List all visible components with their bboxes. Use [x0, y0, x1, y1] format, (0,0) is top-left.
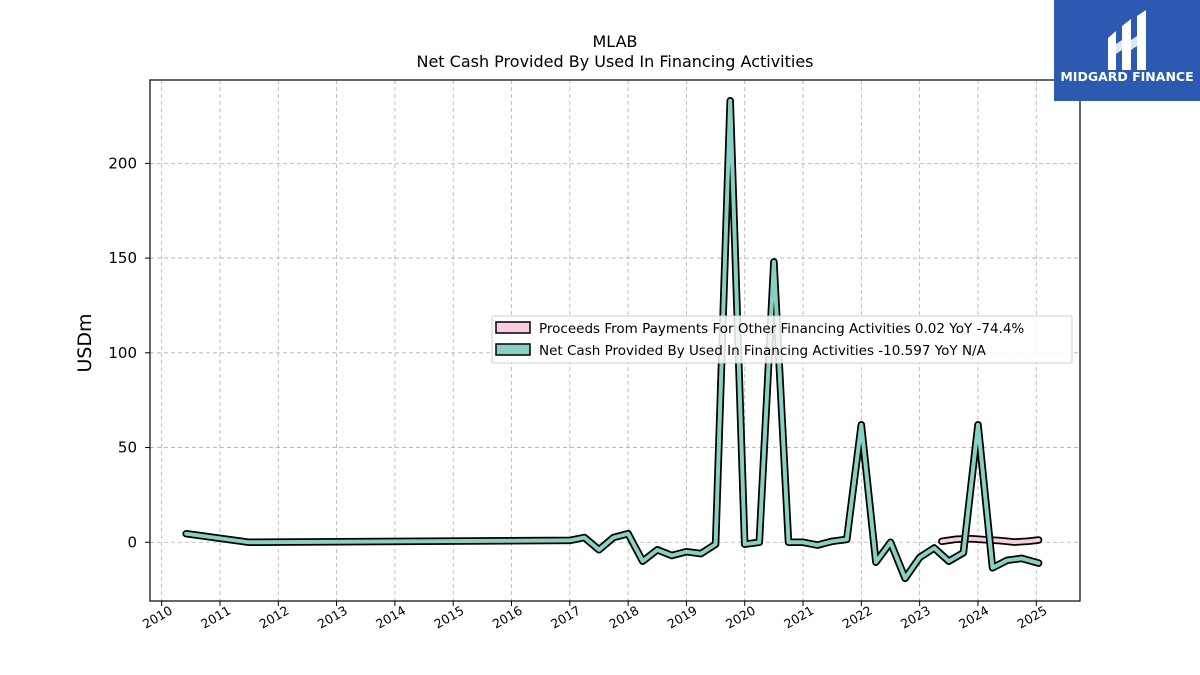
x-tick-label: 2016 — [490, 603, 525, 632]
x-tick-label: 2011 — [198, 603, 233, 632]
brand-logo: MIDGARD FINANCE — [1054, 0, 1200, 101]
x-tick-label: 2012 — [257, 603, 292, 632]
x-tick-label: 2015 — [431, 603, 466, 632]
x-tick-label: 2013 — [315, 603, 350, 632]
plot-frame — [149, 79, 1081, 602]
x-tick-label: 2017 — [548, 603, 583, 632]
y-tick-label: 0 — [127, 533, 137, 551]
legend-box — [491, 315, 1073, 364]
chart-subtitle: Net Cash Provided By Used In Financing A… — [416, 52, 813, 71]
chart-title: MLAB — [592, 32, 637, 51]
y-tick-label: 100 — [108, 344, 137, 362]
legend-swatch-net-cash — [495, 343, 531, 356]
x-tick-label: 2018 — [606, 603, 641, 632]
series-line-net-cash — [184, 98, 1041, 581]
legend-label-net-cash: Net Cash Provided By Used In Financing A… — [539, 343, 987, 359]
x-tick-label: 2025 — [1014, 603, 1049, 632]
logo-text: MIDGARD FINANCE — [1060, 69, 1193, 84]
x-tick-label: 2014 — [373, 603, 408, 632]
axes: 2010 2011 2012 2013 2014 2015 2016 2017 2018 2019… — [108, 154, 1049, 631]
y-tick-label: 200 — [108, 154, 137, 172]
x-tick-label: 2021 — [781, 603, 816, 632]
x-tick-label: 2023 — [898, 603, 933, 632]
plot-area — [182, 97, 1043, 583]
y-tick-label: 50 — [118, 439, 137, 457]
x-tick-label: 2024 — [956, 603, 991, 632]
x-tick-label: 2020 — [723, 603, 758, 632]
legend: Proceeds From Payments For Other Financi… — [491, 315, 1073, 364]
legend-label-proceeds: Proceeds From Payments For Other Financi… — [539, 321, 1024, 337]
y-tick-label: 150 — [108, 249, 137, 267]
legend-swatch-proceeds — [495, 321, 531, 334]
x-tick-label: 2022 — [840, 603, 875, 632]
y-axis-label: USDm — [74, 313, 96, 372]
midgard-mark-icon — [1108, 10, 1146, 70]
x-tick-label: 2010 — [140, 603, 175, 632]
x-tick-label: 2019 — [665, 603, 700, 632]
